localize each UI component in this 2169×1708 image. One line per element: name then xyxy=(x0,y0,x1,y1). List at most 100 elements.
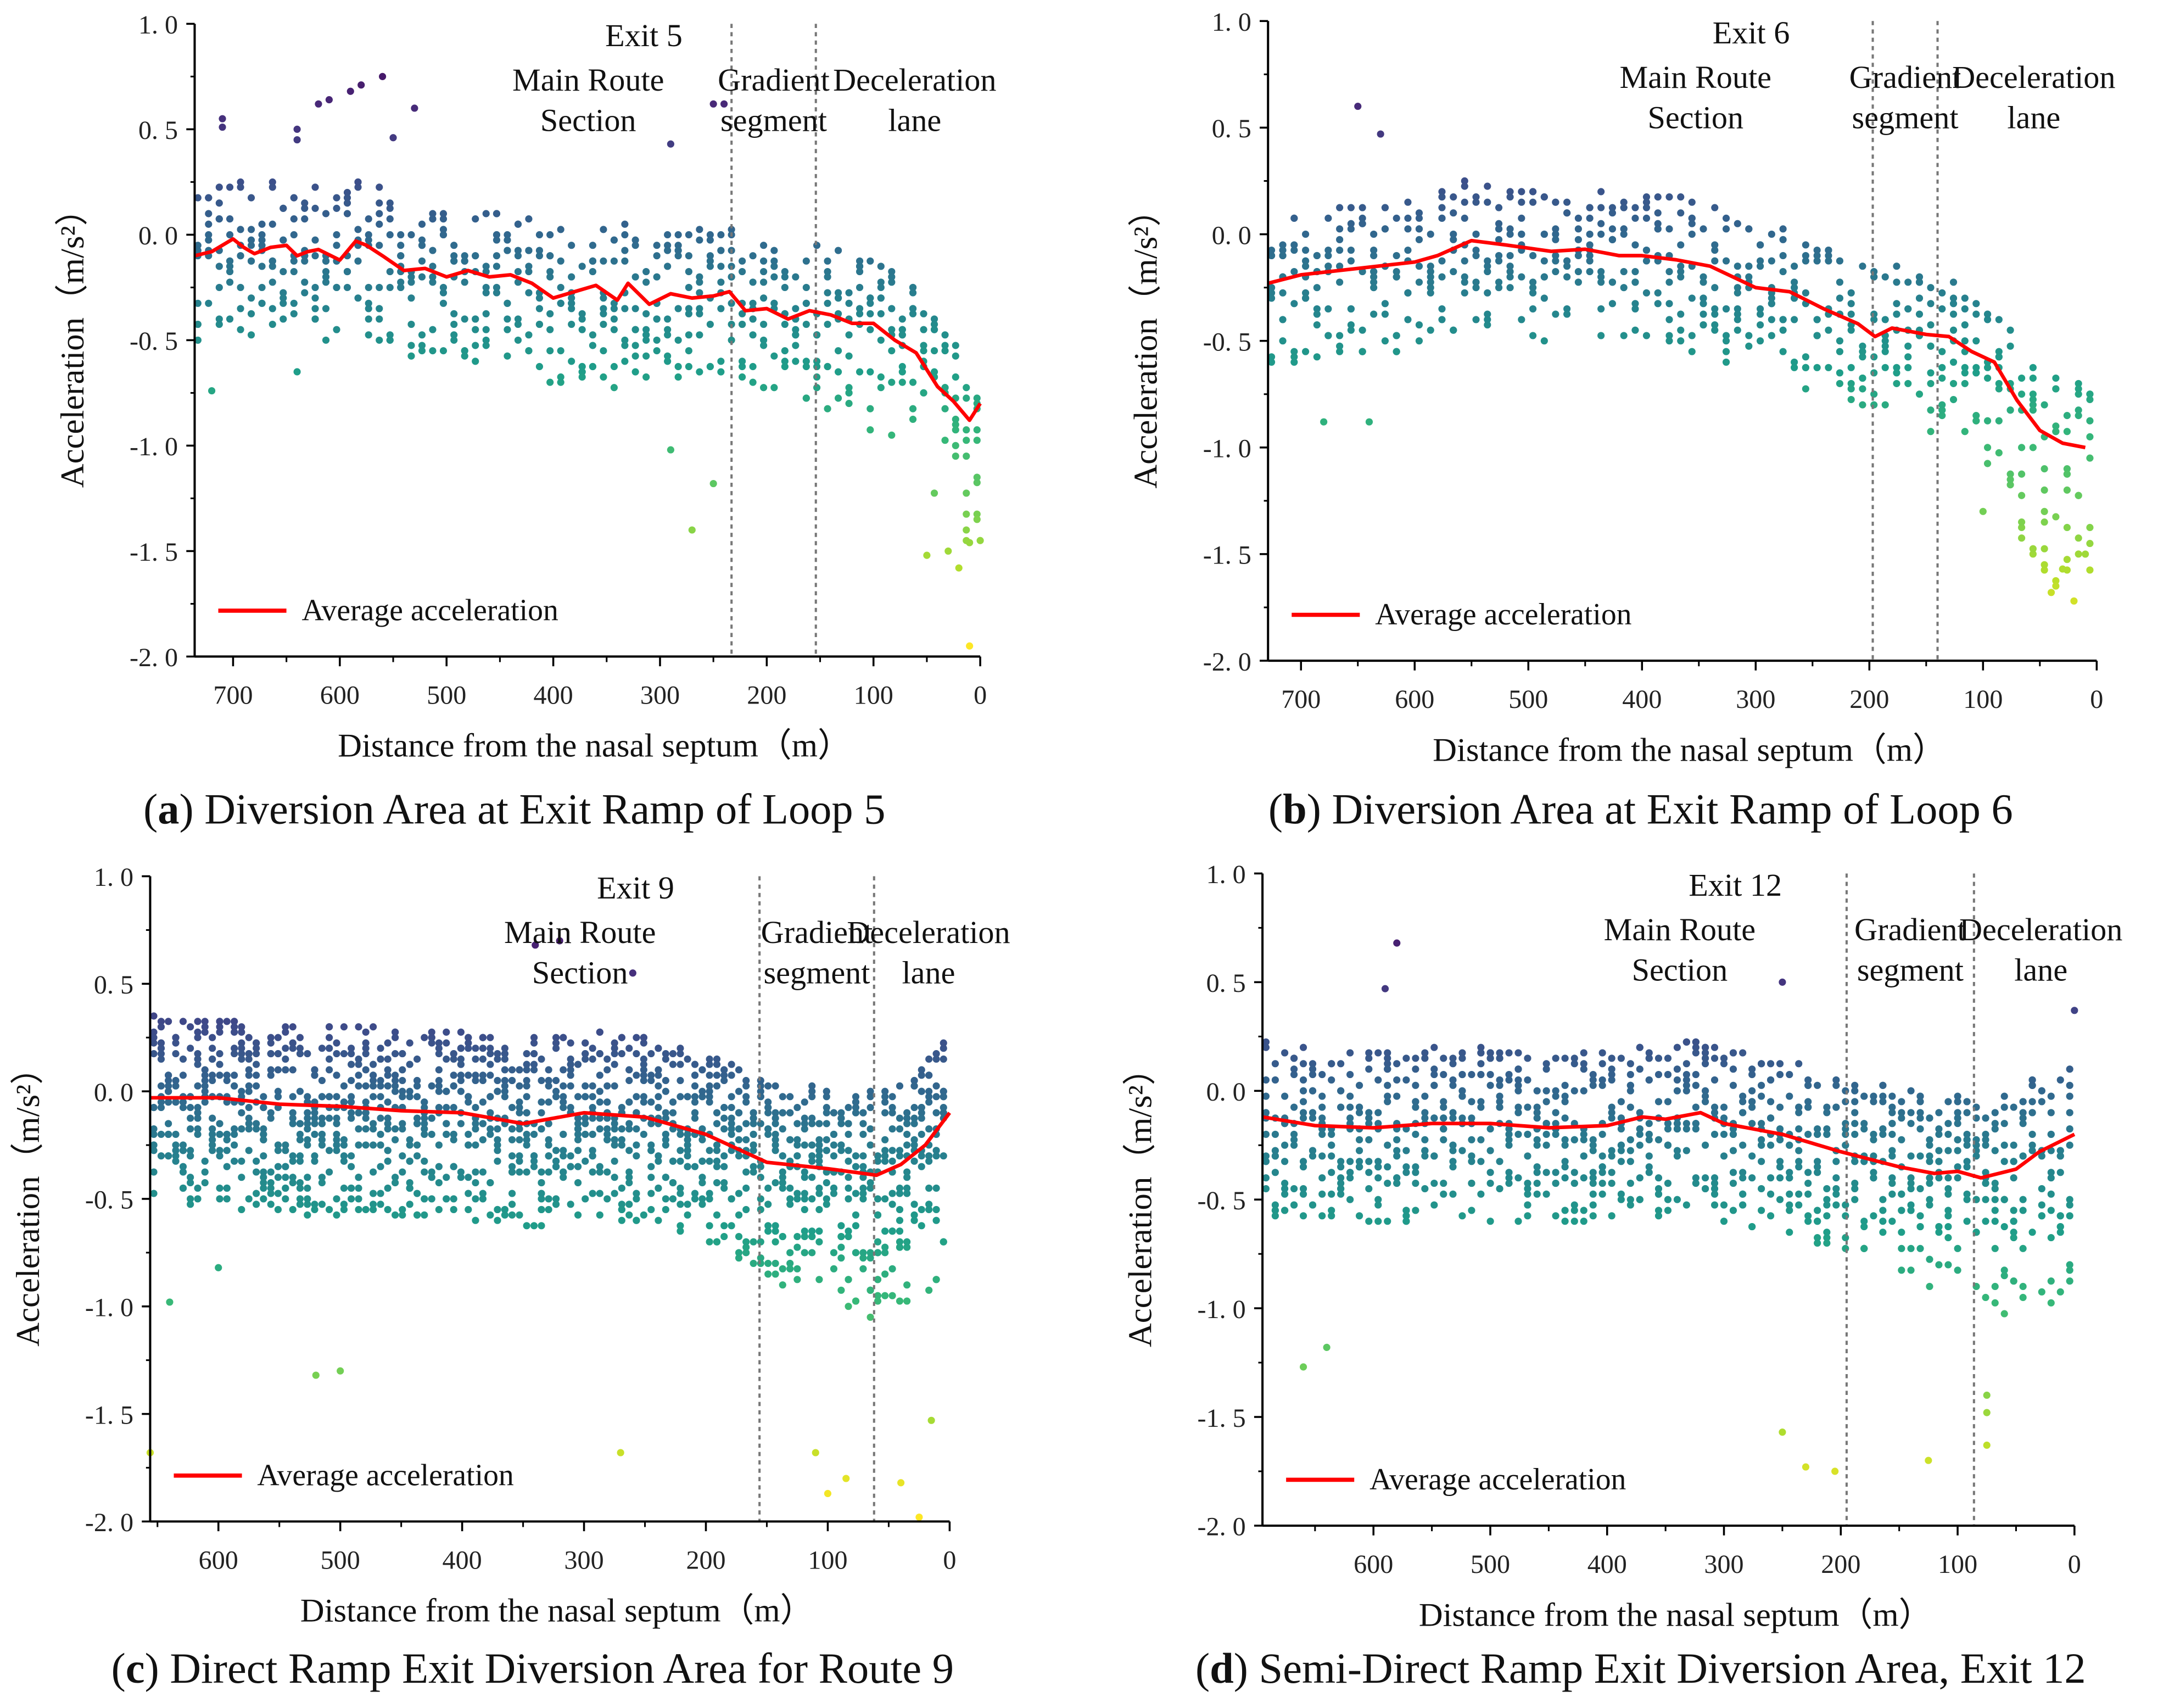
data-point xyxy=(245,1120,253,1127)
data-point xyxy=(1814,1081,1821,1089)
data-point xyxy=(172,1147,180,1154)
data-point xyxy=(1290,1071,1298,1079)
data-point xyxy=(1688,332,1696,339)
data-point xyxy=(535,252,544,260)
data-point xyxy=(1626,1147,1634,1154)
data-point xyxy=(435,1163,443,1170)
data-point xyxy=(691,1060,699,1068)
data-point xyxy=(881,1147,889,1154)
data-point xyxy=(267,1179,275,1187)
data-point xyxy=(1302,230,1310,238)
data-point xyxy=(1570,1180,1578,1187)
data-point xyxy=(1458,1092,1466,1100)
data-point xyxy=(896,1216,904,1224)
data-point xyxy=(596,1050,603,1058)
data-point xyxy=(450,320,458,328)
data-point xyxy=(888,326,896,333)
data-point xyxy=(603,1125,611,1133)
data-point xyxy=(631,236,639,244)
data-point xyxy=(735,1109,743,1117)
data-point xyxy=(867,1141,874,1149)
data-point xyxy=(867,299,874,307)
data-point xyxy=(443,1028,450,1036)
data-point xyxy=(413,1152,421,1160)
data-point xyxy=(1404,198,1412,206)
data-point xyxy=(1814,1218,1821,1225)
data-point xyxy=(165,1071,172,1079)
data-point xyxy=(1881,316,1889,323)
data-point xyxy=(1626,1158,1634,1165)
figure-caption: (c) Direct Ramp Exit Diversion Area for … xyxy=(111,1644,954,1692)
x-tick-label: 600 xyxy=(199,1545,238,1575)
y-tick-label: -2. 0 xyxy=(1203,648,1251,677)
data-point xyxy=(1580,1049,1587,1057)
x-tick-label: 100 xyxy=(808,1545,847,1575)
y-axis-label: Acceleration（m/s²） xyxy=(1122,1052,1159,1347)
data-point xyxy=(1729,1180,1737,1187)
data-point xyxy=(472,1071,479,1079)
data-point xyxy=(194,1130,202,1138)
data-point xyxy=(625,1179,633,1187)
data-point xyxy=(465,1141,472,1149)
data-point xyxy=(1505,1076,1513,1084)
data-point xyxy=(932,1109,940,1117)
data-point xyxy=(1365,1049,1373,1057)
data-point xyxy=(655,1152,662,1160)
data-point xyxy=(1518,273,1525,281)
data-point xyxy=(1786,1201,1793,1209)
data-point xyxy=(1580,1152,1587,1160)
data-point xyxy=(1665,316,1673,323)
data-point xyxy=(757,1076,764,1085)
data-point xyxy=(465,1093,472,1101)
data-point xyxy=(793,1141,801,1149)
data-point xyxy=(1888,1218,1896,1225)
data-point xyxy=(1664,1180,1672,1187)
data-point xyxy=(413,1120,421,1127)
data-point xyxy=(852,1211,860,1219)
data-point xyxy=(343,199,351,207)
data-point xyxy=(1720,1201,1728,1209)
data-point xyxy=(1938,348,1946,355)
data-point xyxy=(859,1265,867,1272)
data-point xyxy=(546,310,554,317)
data-point xyxy=(867,1087,874,1095)
data-point xyxy=(793,1152,801,1160)
data-point xyxy=(2041,566,2048,574)
data-point xyxy=(925,1205,933,1214)
data-point xyxy=(340,1201,348,1208)
data-point xyxy=(1563,305,1571,313)
data-point xyxy=(2047,1234,2055,1242)
data-point xyxy=(1654,1207,1663,1214)
data-point xyxy=(859,1184,867,1192)
data-point xyxy=(1505,1169,1513,1176)
data-point xyxy=(1486,1049,1494,1057)
data-point xyxy=(1359,214,1366,222)
data-point xyxy=(1636,1043,1643,1051)
data-point xyxy=(940,1152,947,1160)
data-point xyxy=(384,1125,392,1133)
data-point xyxy=(837,1147,845,1154)
data-point xyxy=(1995,348,2003,355)
data-point xyxy=(1925,1456,1932,1464)
data-point xyxy=(1279,337,1287,345)
data-point xyxy=(1710,1130,1719,1138)
data-point xyxy=(1279,241,1287,249)
data-point xyxy=(560,1152,567,1160)
data-point xyxy=(479,1168,487,1176)
data-point xyxy=(691,1093,699,1101)
data-point xyxy=(815,1152,823,1160)
data-point xyxy=(793,1190,801,1197)
legend-label: Average acceleration xyxy=(257,1459,513,1493)
data-point xyxy=(1262,1158,1270,1165)
data-point xyxy=(973,510,981,518)
data-point xyxy=(258,299,266,307)
data-point xyxy=(274,1066,282,1074)
data-point xyxy=(1393,939,1401,947)
data-point xyxy=(179,1163,187,1170)
data-point xyxy=(279,315,287,323)
data-point xyxy=(1786,1071,1793,1079)
data-point xyxy=(1944,1207,1952,1214)
data-point xyxy=(1393,1152,1401,1160)
data-point xyxy=(1514,1087,1522,1095)
